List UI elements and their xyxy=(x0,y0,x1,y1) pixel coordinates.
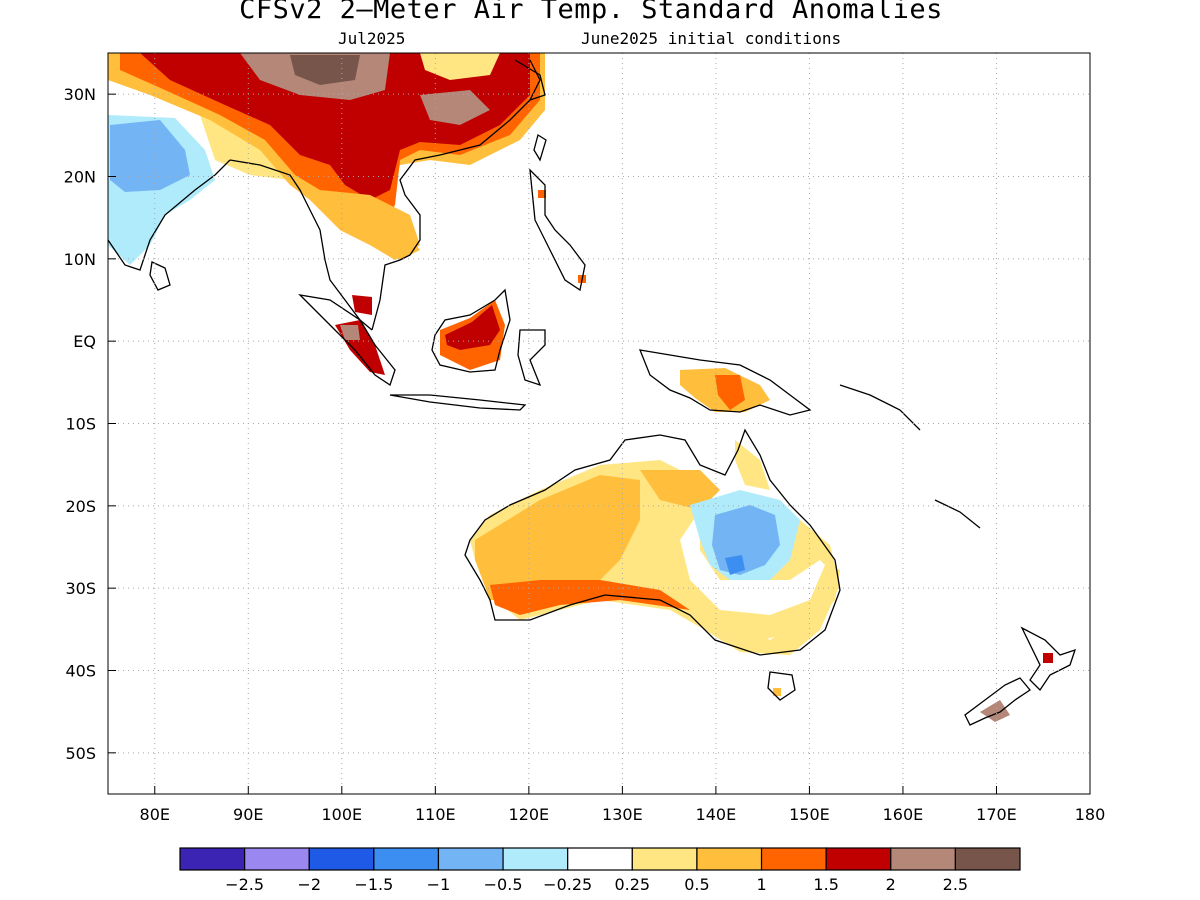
lon-label-9: 170E xyxy=(976,805,1017,824)
coast-taiwan xyxy=(533,133,547,162)
lat-label-4: 10S xyxy=(65,415,96,434)
coast-china xyxy=(439,59,541,156)
lon-label-6: 140E xyxy=(696,805,737,824)
warm-anomaly-southeast-australia xyxy=(700,565,840,640)
coast-tasmania xyxy=(767,671,796,701)
initial-conditions: June2025 initial conditions xyxy=(581,29,842,48)
cold-anomaly-india-core xyxy=(110,120,190,192)
lon-label-10: 180 xyxy=(1075,805,1106,824)
coast-borneo xyxy=(431,288,511,373)
colorbar-label-6: 0.25 xyxy=(614,875,650,894)
colorbar-label-8: 1 xyxy=(756,875,766,894)
lon-label-1: 90E xyxy=(233,805,263,824)
lat-label-7: 40S xyxy=(65,662,96,681)
warm-anomaly-cape-york xyxy=(735,440,770,490)
coast-sumatra xyxy=(298,294,396,387)
axis-ticks xyxy=(108,93,1091,794)
colorbar-label-10: 2 xyxy=(886,875,896,894)
colorbar-label-2: −1.5 xyxy=(354,875,393,894)
warm-anomaly-sumatra-top xyxy=(352,295,372,315)
lon-label-2: 100E xyxy=(321,805,362,824)
warm-anomaly-tibet-core xyxy=(290,55,360,85)
colorbar-label-11: 2.5 xyxy=(943,875,968,894)
lon-label-8: 160E xyxy=(883,805,924,824)
lon-label-5: 130E xyxy=(602,805,643,824)
coast-new-zealand-north xyxy=(1020,626,1077,692)
coast-australia xyxy=(464,428,841,656)
colorbar-swatch-6 xyxy=(567,847,633,871)
colorbar-swatch-1 xyxy=(244,847,310,871)
colorbar-swatch-3 xyxy=(373,847,440,871)
colorbar xyxy=(179,847,1021,871)
warm-anomaly-indochina xyxy=(320,190,420,260)
colorbar-swatch-8 xyxy=(696,847,763,871)
lat-label-1: 20N xyxy=(64,168,96,187)
warm-anomaly-china-east xyxy=(420,90,490,125)
warm-anomaly-luzon xyxy=(538,190,546,198)
warm-anomaly-australia-north xyxy=(640,470,720,510)
lat-label-0: 30N xyxy=(64,85,96,104)
colorbar-swatch-10 xyxy=(825,847,892,871)
warm-anomaly-north-island xyxy=(1043,653,1053,663)
coastlines xyxy=(108,59,1077,726)
lon-label-4: 120E xyxy=(509,805,550,824)
warm-anomaly-nullarbor xyxy=(490,580,690,615)
coast-india xyxy=(108,159,231,271)
chart-title: CFSv2 2–Meter Air Temp. Standard Anomali… xyxy=(239,0,943,25)
anomaly-shading xyxy=(108,53,1053,722)
coast-japan-korea xyxy=(514,59,546,101)
lon-label-0: 80E xyxy=(140,805,170,824)
coast-new-caledonia xyxy=(934,499,981,529)
forecast-month: Jul2025 xyxy=(338,29,406,48)
lat-label-6: 30S xyxy=(65,579,96,598)
lat-label-2: 10N xyxy=(64,250,96,269)
colorbar-label-9: 1.5 xyxy=(813,875,838,894)
colorbar-label-4: −0.5 xyxy=(484,875,523,894)
coast-indochina xyxy=(371,154,441,331)
colorbar-swatch-5 xyxy=(502,847,569,871)
colorbar-swatch-9 xyxy=(760,847,827,871)
lat-lon-grid xyxy=(108,53,1090,794)
colorbar-label-0: −2.5 xyxy=(225,875,264,894)
coast-java xyxy=(389,394,527,411)
colorbar-label-7: 0.5 xyxy=(684,875,709,894)
lat-label-5: 20S xyxy=(65,497,96,516)
warm-anomaly-china-strong xyxy=(140,53,530,200)
coast-sri-lanka xyxy=(149,261,171,291)
colorbar-swatch-7 xyxy=(631,847,698,871)
longitude-labels: 80E 90E 100E 110E 120E 130E 140E 150E 160E 170E 18… xyxy=(140,805,1106,824)
latitude-labels: 30N 20N 10N EQ 10S 20S 30S 40S 50S xyxy=(64,85,96,763)
coast-solomon xyxy=(839,384,921,431)
warm-anomaly-new-guinea-core xyxy=(715,375,745,410)
lat-label-3: EQ xyxy=(73,332,96,351)
warm-anomaly-yellow-top xyxy=(420,53,500,80)
colorbar-label-3: −1 xyxy=(427,875,451,894)
coast-new-zealand-south xyxy=(964,677,1031,726)
lon-label-7: 150E xyxy=(789,805,830,824)
cold-anomaly-queensland-core xyxy=(725,555,745,575)
colorbar-swatch-11 xyxy=(890,847,956,871)
colorbar-label-5: −0.25 xyxy=(543,875,592,894)
coast-sulawesi xyxy=(517,329,546,387)
warm-anomaly-borneo-core xyxy=(445,305,500,350)
colorbar-label-1: −2 xyxy=(297,875,321,894)
coast-philippines xyxy=(529,168,586,292)
colorbar-swatch-0 xyxy=(179,847,246,871)
colorbar-swatch-2 xyxy=(308,847,375,871)
warm-anomaly-sumatra-mid xyxy=(340,325,360,340)
coast-malay-peninsula xyxy=(324,259,373,331)
lat-label-8: 50S xyxy=(65,744,96,763)
warm-anomaly-tasmania xyxy=(773,688,781,696)
colorbar-swatch-4 xyxy=(437,847,504,871)
coast-bay-of-bengal xyxy=(229,159,326,261)
colorbar-swatch-12 xyxy=(954,847,1021,871)
colorbar-labels: −2.5 −2 −1.5 −1 −0.5 −0.25 0.25 0.5 1 1.5 2 2.5 xyxy=(225,875,968,894)
lon-label-3: 110E xyxy=(415,805,456,824)
coast-new-guinea xyxy=(638,349,812,416)
